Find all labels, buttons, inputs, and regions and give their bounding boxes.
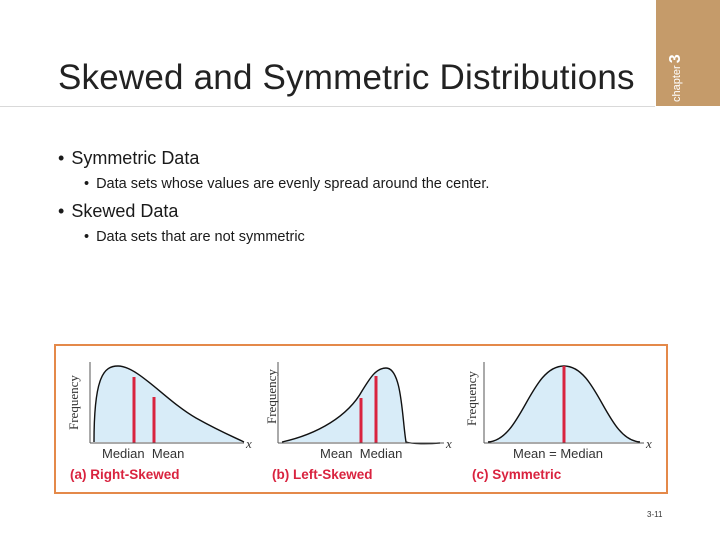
bullet-dot-icon: • [58, 148, 65, 168]
x-axis-label-a: x [245, 436, 252, 451]
marker-label-b: Mean Median [320, 446, 402, 461]
chapter-number: 3 [667, 54, 684, 64]
page-number: 3-11 [647, 510, 663, 519]
y-axis-label-b: Frequency [264, 369, 279, 424]
marker-label-c: Mean = Median [513, 446, 603, 461]
chapter-label: chapter3 [667, 54, 685, 102]
caption-symmetric: (c) Symmetric [472, 467, 562, 482]
bullet-symmetric-data: • Symmetric Data [58, 148, 199, 169]
right-skewed-curve [93, 365, 245, 443]
chapter-tab [656, 0, 720, 106]
bullet-skewed-data: • Skewed Data [58, 201, 178, 222]
bullet-dot-icon: • [58, 201, 65, 221]
caption-right-skewed: (a) Right-Skewed [70, 467, 180, 482]
bullet-dot-icon: • [84, 229, 90, 245]
right-skewed-area [94, 366, 244, 442]
x-axis-label-b: x [445, 436, 452, 451]
caption-left-skewed: (b) Left-Skewed [272, 467, 373, 482]
sub-bullet-text: Data sets whose values are evenly spread… [96, 176, 490, 192]
bullet-dot-icon: • [84, 176, 90, 192]
sub-bullet-skewed: • Data sets that are not symmetric [84, 229, 305, 245]
sub-bullet-text: Data sets that are not symmetric [96, 229, 305, 245]
slide-title: Skewed and Symmetric Distributions [58, 58, 635, 97]
panel-symmetric: Frequency x Mean = Median (c) Symmetric [464, 362, 652, 482]
title-divider [0, 106, 655, 107]
distribution-figure: Frequency x Median Mean (a) Right-Skewed… [54, 344, 668, 494]
x-axis-label-c: x [645, 436, 652, 451]
y-axis-label-c: Frequency [464, 371, 479, 426]
panel-left-skewed: Frequency x Mean Median (b) Left-Skewed [264, 362, 452, 482]
distribution-diagram: Frequency x Median Mean (a) Right-Skewed… [66, 362, 652, 482]
chapter-word: chapter [671, 65, 683, 102]
bullet-text: Skewed Data [71, 201, 179, 221]
panel-right-skewed: Frequency x Median Mean (a) Right-Skewed [66, 362, 252, 482]
y-axis-label-a: Frequency [66, 375, 81, 430]
bullet-text: Symmetric Data [71, 148, 200, 168]
marker-label-a: Median Mean [102, 446, 184, 461]
sub-bullet-symmetric: • Data sets whose values are evenly sprea… [84, 176, 489, 192]
left-skewed-area [282, 368, 406, 442]
